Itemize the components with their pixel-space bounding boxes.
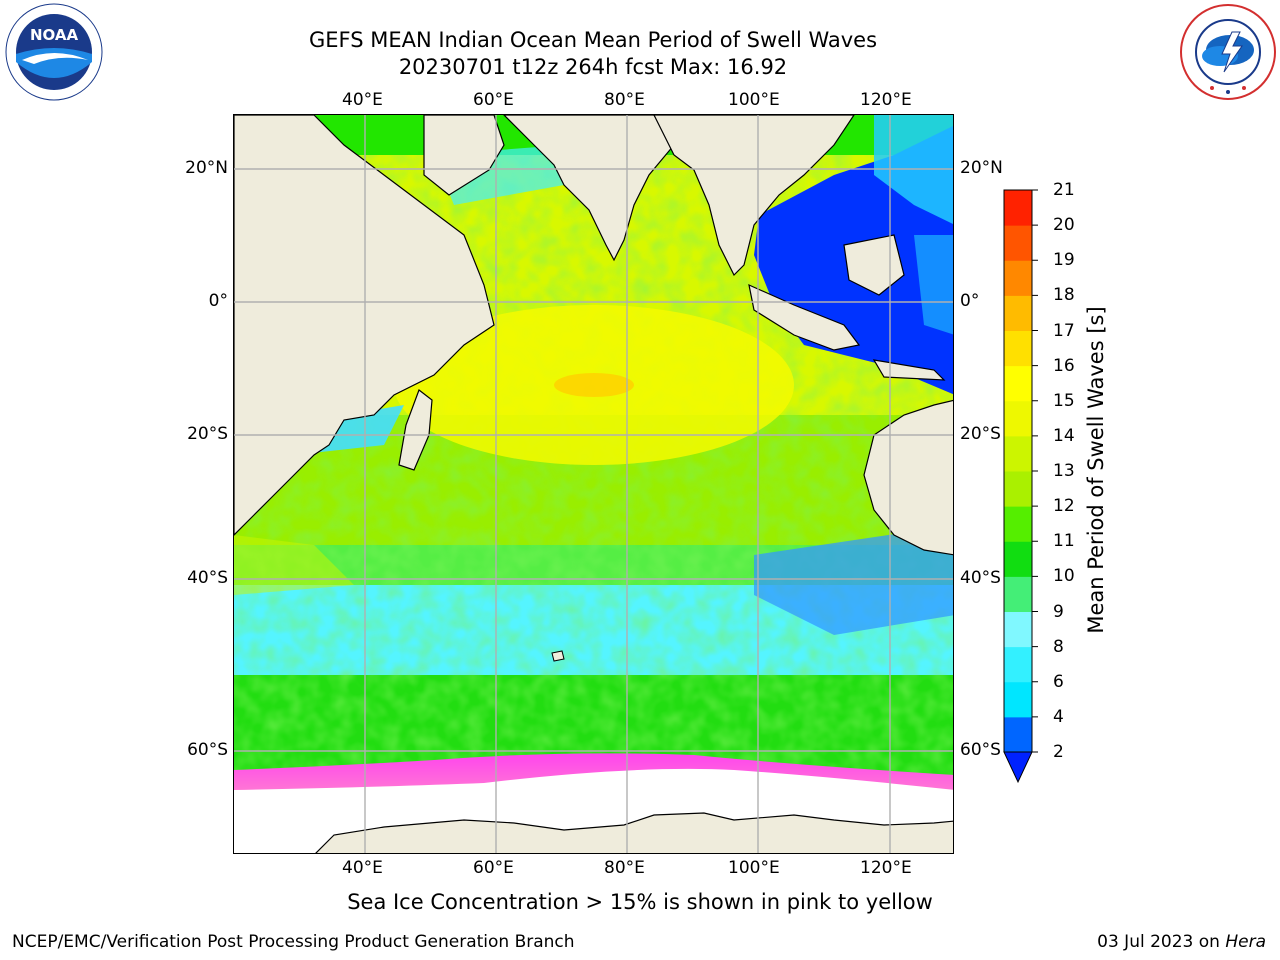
lat-label-right-40s: 40°S <box>960 568 1001 588</box>
colorbar-bin <box>1004 646 1032 683</box>
colorbar-tick-label: 14 <box>1053 425 1075 446</box>
lon-label-top-100e: 100°E <box>728 90 780 110</box>
lon-label-top-120e: 120°E <box>860 90 912 110</box>
lon-label-bottom-40e: 40°E <box>342 858 383 878</box>
sea-ice-note: Sea Ice Concentration > 15% is shown in … <box>347 890 933 914</box>
lon-label-bottom-120e: 120°E <box>860 858 912 878</box>
lon-label-bottom-80e: 80°E <box>604 858 645 878</box>
colorbar-bin <box>1004 506 1032 542</box>
noaa-logo: NOAA <box>5 3 103 101</box>
colorbar-tick-label: 12 <box>1053 496 1075 517</box>
lat-label-left-40s: 40°S <box>187 568 228 588</box>
colorbar-bin <box>1004 295 1032 331</box>
map-panel[interactable] <box>233 114 954 854</box>
credit-organization: NCEP/EMC/Verification Post Processing Pr… <box>12 932 575 952</box>
colorbar-tick-label: 20 <box>1053 215 1075 236</box>
lat-label-right-60s: 60°S <box>960 740 1001 760</box>
colorbar-tick-label: 15 <box>1053 390 1075 411</box>
colorbar-tick-label: 19 <box>1053 250 1075 271</box>
colorbar-bin <box>1004 330 1032 367</box>
colorbar <box>1003 189 1038 784</box>
credit-machine: Hera <box>1225 932 1266 952</box>
colorbar-bin <box>1004 681 1032 718</box>
lat-label-right-20s: 20°S <box>960 424 1001 444</box>
colorbar-bin <box>1004 471 1032 507</box>
colorbar-bin <box>1004 541 1032 577</box>
credit-date-text: 03 Jul 2023 on <box>1097 932 1226 952</box>
lat-label-left-20s: 20°S <box>187 424 228 444</box>
colorbar-tick-label: 16 <box>1053 355 1075 376</box>
colorbar-bin <box>1004 260 1032 296</box>
colorbar-tick-label: 17 <box>1053 320 1075 341</box>
colorbar-bin <box>1004 576 1032 612</box>
colorbar-tick-label: 11 <box>1053 531 1075 552</box>
colorbar-bin <box>1004 190 1032 226</box>
lat-label-right-0: 0° <box>960 291 980 311</box>
colorbar-bin <box>1004 365 1032 402</box>
lat-label-left-60s: 60°S <box>187 740 228 760</box>
colorbar-tick-label: 21 <box>1053 180 1075 200</box>
lon-label-bottom-60e: 60°E <box>473 858 514 878</box>
nws-logo <box>1180 4 1276 100</box>
colorbar-bin <box>1004 225 1032 261</box>
chart-subtitle: 20230701 t12z 264h fcst Max: 16.92 <box>398 55 788 79</box>
lat-label-right-20n: 20°N <box>960 158 1003 178</box>
colorbar-tick-label: 8 <box>1053 636 1064 657</box>
lat-label-left-0: 0° <box>208 291 228 311</box>
swell-period-field <box>234 115 953 853</box>
colorbar-tick-label: 6 <box>1053 671 1064 692</box>
credit-date: 03 Jul 2023 on Hera <box>1097 932 1266 952</box>
colorbar-tick-label: 10 <box>1053 566 1075 587</box>
colorbar-tick-label: 4 <box>1053 706 1064 727</box>
colorbar-bin <box>1004 435 1032 472</box>
colorbar-bin <box>1004 611 1032 648</box>
lon-label-bottom-100e: 100°E <box>728 858 780 878</box>
colorbar-extend-arrow <box>1003 751 1033 784</box>
lon-label-top-60e: 60°E <box>473 90 514 110</box>
lat-label-left-20n: 20°N <box>185 158 228 178</box>
colorbar-title: Mean Period of Swell Waves [s] <box>1084 306 1108 634</box>
colorbar-tick-label: 2 <box>1053 742 1064 762</box>
colorbar-bin <box>1004 400 1032 437</box>
graticule <box>234 115 953 853</box>
colorbar-tick-label: 9 <box>1053 601 1064 622</box>
colorbar-bin <box>1004 716 1032 753</box>
colorbar-tick-label: 13 <box>1053 461 1075 481</box>
chart-title: GEFS MEAN Indian Ocean Mean Period of Sw… <box>308 28 878 52</box>
lon-label-top-40e: 40°E <box>342 90 383 110</box>
lon-label-top-80e: 80°E <box>604 90 645 110</box>
noaa-logo-text: NOAA <box>30 26 79 44</box>
colorbar-tick-label: 18 <box>1053 285 1075 306</box>
